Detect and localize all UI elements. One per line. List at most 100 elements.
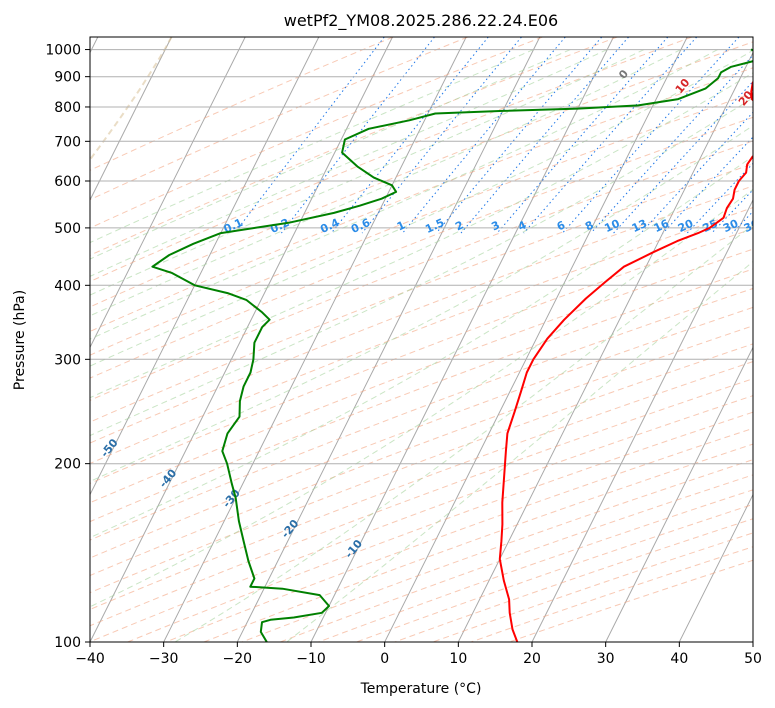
dry-adiabat-line <box>90 37 543 229</box>
mixing-ratio-label: 0.6 <box>349 216 372 236</box>
isotherm-line <box>310 37 614 642</box>
mixing-ratio-label: 20 <box>676 217 696 235</box>
y-tick-label: 300 <box>54 352 81 368</box>
isotherm-line <box>90 37 172 202</box>
chart-title: wetPf2_YM08.2025.286.22.24.E06 <box>284 11 558 31</box>
x-tick-label: 50 <box>744 651 762 667</box>
moist-adiabat-line <box>90 49 571 260</box>
moist-adiabat-line <box>90 49 534 244</box>
dry-adiabat-line <box>90 37 618 256</box>
mixing-ratio-line <box>523 37 698 234</box>
x-tick-label: 40 <box>670 651 688 667</box>
mixing-ratio-line <box>496 37 669 234</box>
dry-adiabat-line <box>356 503 753 642</box>
dry-adiabat-line <box>90 306 753 559</box>
x-tick-label: −10 <box>296 651 326 667</box>
dry-adiabat-line <box>90 395 753 642</box>
mixing-ratio-label: 13 <box>630 217 649 235</box>
x-tick-label: −40 <box>75 651 105 667</box>
moist-adiabat-line <box>90 49 753 367</box>
x-axis-title: Temperature (°C) <box>360 681 482 697</box>
y-tick-label: 800 <box>54 100 81 116</box>
isotherm-line <box>457 51 753 642</box>
x-axis: −40 −30 −20 −10 0 10 20 30 40 50 <box>75 642 762 667</box>
x-tick-label: −20 <box>223 651 253 667</box>
mixing-ratio-line <box>562 37 740 234</box>
dry-adiabat-line <box>127 411 753 642</box>
moist-adiabat-line <box>90 188 753 608</box>
isotherm-line <box>384 37 688 642</box>
mixing-ratio-label: 0.4 <box>318 216 341 236</box>
moist-adiabat-line <box>90 97 753 437</box>
y-axis: 1000 900 800 700 600 500 400 300 200 100 <box>45 43 90 651</box>
isotherm-line <box>678 493 753 642</box>
mixing-ratio-line <box>460 37 629 234</box>
mixing-ratio-line <box>662 136 753 234</box>
dry-adiabat-line <box>394 518 753 642</box>
mixing-ratio-line <box>640 111 753 234</box>
x-tick-label: −30 <box>149 651 179 667</box>
mixing-ratio-label: 16 <box>652 217 672 235</box>
mixing-ratio-line <box>613 80 753 234</box>
dry-adiabat-line <box>203 443 753 642</box>
mixing-ratio-line <box>361 37 522 234</box>
dry-adiabat-label: -60 <box>40 406 63 430</box>
moist-adiabat-label: 0 <box>616 67 631 81</box>
y-tick-label: 500 <box>54 221 81 237</box>
moist-adiabat-line <box>90 49 718 340</box>
x-tick-label: 20 <box>523 651 541 667</box>
y-tick-label: 100 <box>54 635 81 651</box>
dry-adiabat-line <box>280 474 753 642</box>
mixing-ratio-label: 3 <box>489 218 501 233</box>
x-tick-label: 0 <box>380 651 389 667</box>
y-tick-label: 200 <box>54 457 81 473</box>
background-lines <box>90 37 753 642</box>
plot-frame <box>89 36 754 643</box>
isotherm-line <box>90 37 393 642</box>
moist-adiabat-line <box>90 49 608 277</box>
mixing-ratio-label: 4 <box>516 218 529 233</box>
mixing-ratio-label: 1 <box>395 218 407 233</box>
y-tick-label: 400 <box>54 278 81 294</box>
moist-adiabat-line <box>90 49 645 296</box>
mixing-ratio-label: 30 <box>721 217 741 235</box>
mixing-ratio-line <box>711 189 753 234</box>
isotherm-line <box>163 37 467 642</box>
dry-adiabat-line <box>241 459 753 642</box>
mixing-ratio-label: 2 <box>453 218 465 233</box>
isotherm-line <box>90 37 246 349</box>
dry-adiabat-line <box>90 37 468 201</box>
dry-adiabat-line <box>318 489 753 642</box>
mixing-ratio-label: 1.5 <box>423 216 446 236</box>
mixing-ratio-label: 8 <box>583 218 595 233</box>
isotherm-line <box>752 640 753 642</box>
dry-adiabat-line <box>90 37 394 171</box>
mixing-ratio-label: 25 <box>701 217 720 235</box>
dry-adiabat-line <box>90 92 753 356</box>
pressure-gridlines <box>90 49 753 642</box>
mixing-ratio-label: 36 <box>742 217 762 235</box>
mixing-ratio-line <box>435 37 603 234</box>
y-tick-label: 900 <box>54 70 81 86</box>
dry-adiabat-line <box>90 361 753 610</box>
mixing-ratio-label: 10 <box>602 217 622 235</box>
dewpoint-line <box>151 48 753 642</box>
y-tick-label: 1000 <box>45 43 81 59</box>
dry-adiabat-line <box>90 37 693 283</box>
isotherm-line <box>605 346 753 642</box>
x-tick-label: 10 <box>449 651 467 667</box>
ice-saturation-curve <box>90 37 173 162</box>
mixing-ratio-line <box>402 37 566 234</box>
dry-adiabat-line <box>90 116 753 379</box>
dry-adiabat-line <box>432 532 753 642</box>
dry-adiabat-line <box>90 41 753 308</box>
moist-adiabat-line <box>90 125 753 482</box>
isotherm-line <box>531 198 753 642</box>
y-tick-label: 600 <box>54 174 81 190</box>
x-tick-label: 30 <box>597 651 615 667</box>
mixing-ratio-label: 6 <box>555 218 568 233</box>
mixing-ratio-line <box>590 54 753 234</box>
mixing-ratio-line <box>234 37 385 234</box>
